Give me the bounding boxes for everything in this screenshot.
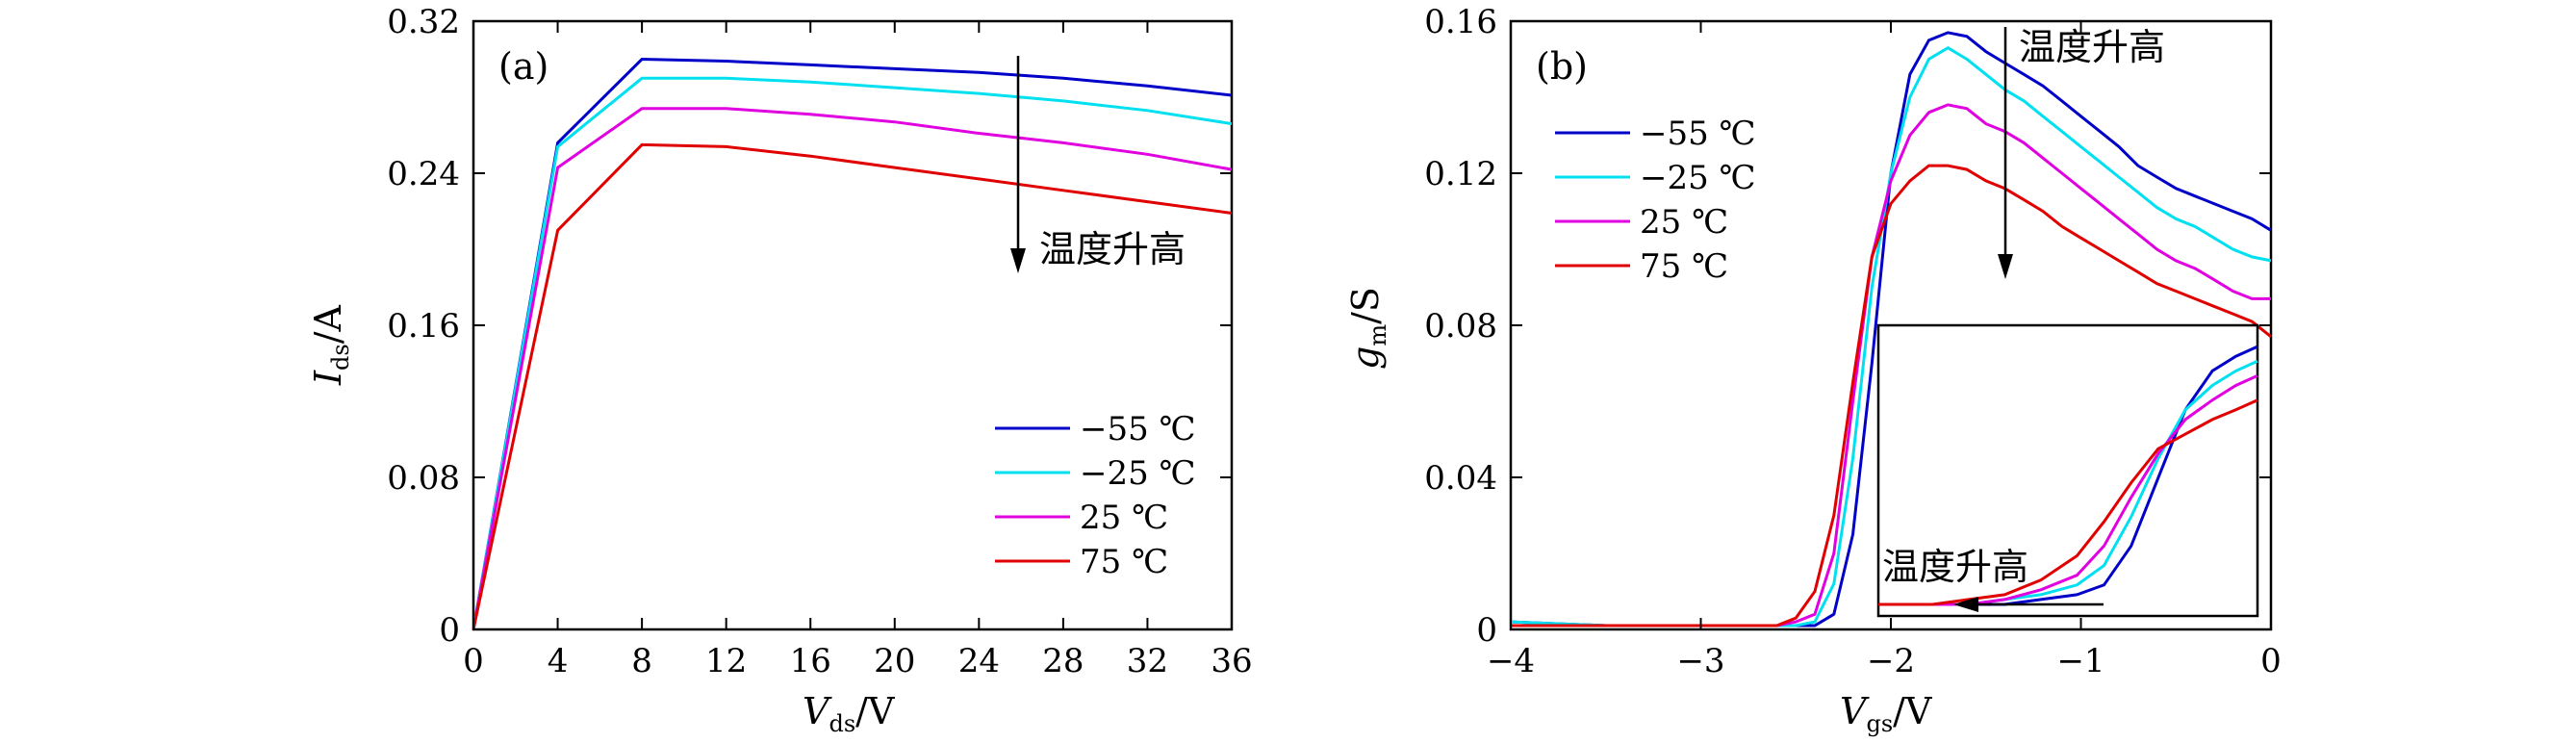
panel-b-x-label-symbol: V	[1840, 690, 1870, 732]
panel-b-x-tick-label: −2	[1867, 642, 1915, 680]
panel-b-x-ticks: −4 −3 −2 −1 0	[1487, 21, 2282, 680]
panel-b-legend-label-3: 75 ℃	[1640, 247, 1728, 286]
panel-b-legend: −55 ℃ −25 ℃ 25 ℃ 75 ℃	[1555, 115, 1756, 286]
panel-a-series-3	[472, 142, 1233, 630]
panel-a-x-label-subscript: ds	[829, 710, 855, 737]
panel-a-legend-label-1: −25 ℃	[1080, 454, 1196, 493]
panel-a-legend-label-3: 75 ℃	[1080, 543, 1168, 581]
panel-b-x-label: Vgs/V	[1840, 690, 1932, 737]
panel-a-x-label-symbol: V	[803, 690, 832, 732]
panel-a-y-tick-label: 0.08	[387, 459, 460, 498]
panel-b-y-tick-label: 0.08	[1424, 307, 1497, 346]
panel-b-legend-label-1: −25 ℃	[1640, 159, 1756, 197]
panel-a-x-tick-label: 36	[1211, 642, 1252, 680]
panel-b-inset-frame	[1876, 323, 2259, 618]
panel-a-series-group	[472, 57, 1233, 630]
panel-b-x-label-subscript: gs	[1866, 710, 1893, 737]
panel-a-x-label: Vds/V	[803, 690, 895, 737]
panel-b-x-tick-label: −3	[1676, 642, 1724, 680]
panel-a-y-tick-label: 0.32	[387, 3, 460, 41]
panel-a-legend-label-2: 25 ℃	[1080, 499, 1168, 537]
panel-a-x-tick-label: 20	[874, 642, 915, 680]
panel-b-y-tick-label: 0.12	[1424, 155, 1497, 193]
panel-a-series-0	[472, 57, 1233, 630]
panel-b-x-label-unit: /V	[1893, 690, 1932, 732]
panel-a-legend: −55 ℃ −25 ℃ 25 ℃ 75 ℃	[995, 410, 1196, 581]
panel-a-x-tick-label: 28	[1042, 642, 1084, 680]
panel-b-legend-label-0: −55 ℃	[1640, 115, 1756, 153]
panel-b-x-tick-label: 0	[2260, 642, 2282, 680]
panel-b-y-tick-label: 0.04	[1424, 459, 1497, 498]
panel-b-series-3	[1511, 164, 2272, 628]
panel-b: −4 −3 −2 −1 0 0 0.04 0.08 0.12 0.16 (b) 温度升高 温度升…	[1344, 3, 2282, 737]
panel-b-y-tick-label: 0	[1476, 611, 1497, 650]
panel-b-inset-arrow-head	[1953, 597, 1978, 612]
panel-a-annotation: 温度升高	[1039, 228, 1186, 270]
panel-b-y-ticks: 0 0.04 0.08 0.12 0.16	[1424, 3, 2271, 650]
panel-a: 0 4 8 12 16 20 24 28 32 36 00.080.160.240.32 (a) …	[307, 3, 1253, 737]
panel-b-series-2	[1511, 103, 2271, 628]
panel-b-y-label-unit: /S	[1344, 287, 1387, 324]
panel-a-y-label-unit: /A	[307, 304, 349, 344]
panel-a-x-tick-label: 12	[705, 642, 747, 680]
panel-a-y-tick-label: 0.16	[387, 307, 460, 346]
panel-a-x-ticks: 0 4 8 12 16 20 24 28 32 36	[463, 21, 1253, 680]
panel-a-x-tick-label: 0	[463, 642, 484, 680]
panel-a-series-1	[472, 76, 1233, 630]
panel-b-x-tick-label: −1	[2056, 642, 2104, 680]
panel-b-series-0	[1510, 31, 2272, 628]
panel-b-y-label-symbol: g	[1344, 346, 1387, 370]
panel-b-y-label: gm/S	[1344, 287, 1391, 370]
panel-a-y-label-symbol: I	[307, 370, 349, 386]
panel-a-x-tick-label: 4	[548, 642, 569, 680]
panel-a-legend-label-0: −55 ℃	[1080, 410, 1196, 448]
panel-b-arrow-head	[1998, 254, 2013, 279]
panel-a-y-ticks: 0 0.08 0.16 0.24 0.32	[387, 3, 1232, 650]
panel-a-x-tick-label: 16	[790, 642, 831, 680]
panel-a-y-tick-label: 0	[439, 611, 460, 650]
panel-a-y-label: Ids/A	[307, 304, 354, 386]
panel-b-tag: (b)	[1536, 45, 1588, 88]
panel-b-legend-label-2: 25 ℃	[1640, 203, 1728, 242]
panel-a-x-label-unit: /V	[855, 690, 895, 732]
panel-a-series-2	[472, 107, 1233, 630]
panel-b-annotation: 温度升高	[2019, 26, 2165, 68]
panel-b-series-group	[1510, 31, 2272, 628]
panel-a-arrow-head	[1010, 248, 1026, 273]
panel-b-x-tick-label: −4	[1487, 642, 1535, 680]
panel-a-y-label-subscript: ds	[327, 344, 354, 371]
panel-b-inset-series-3	[1878, 398, 2258, 606]
panel-b-y-label-subscript: m	[1365, 324, 1391, 346]
panel-b-y-tick-label: 0.16	[1424, 3, 1497, 41]
panel-b-inset-annotation: 温度升高	[1882, 546, 2028, 588]
panel-a-y-tick-label: 0.24	[387, 155, 460, 193]
panel-a-tag: (a)	[498, 45, 548, 88]
panel-a-x-tick-label: 32	[1127, 642, 1168, 680]
panel-b-series-1	[1510, 45, 2272, 628]
panel-a-x-tick-label: 8	[631, 642, 652, 680]
panel-a-x-tick-label: 24	[958, 642, 1000, 680]
